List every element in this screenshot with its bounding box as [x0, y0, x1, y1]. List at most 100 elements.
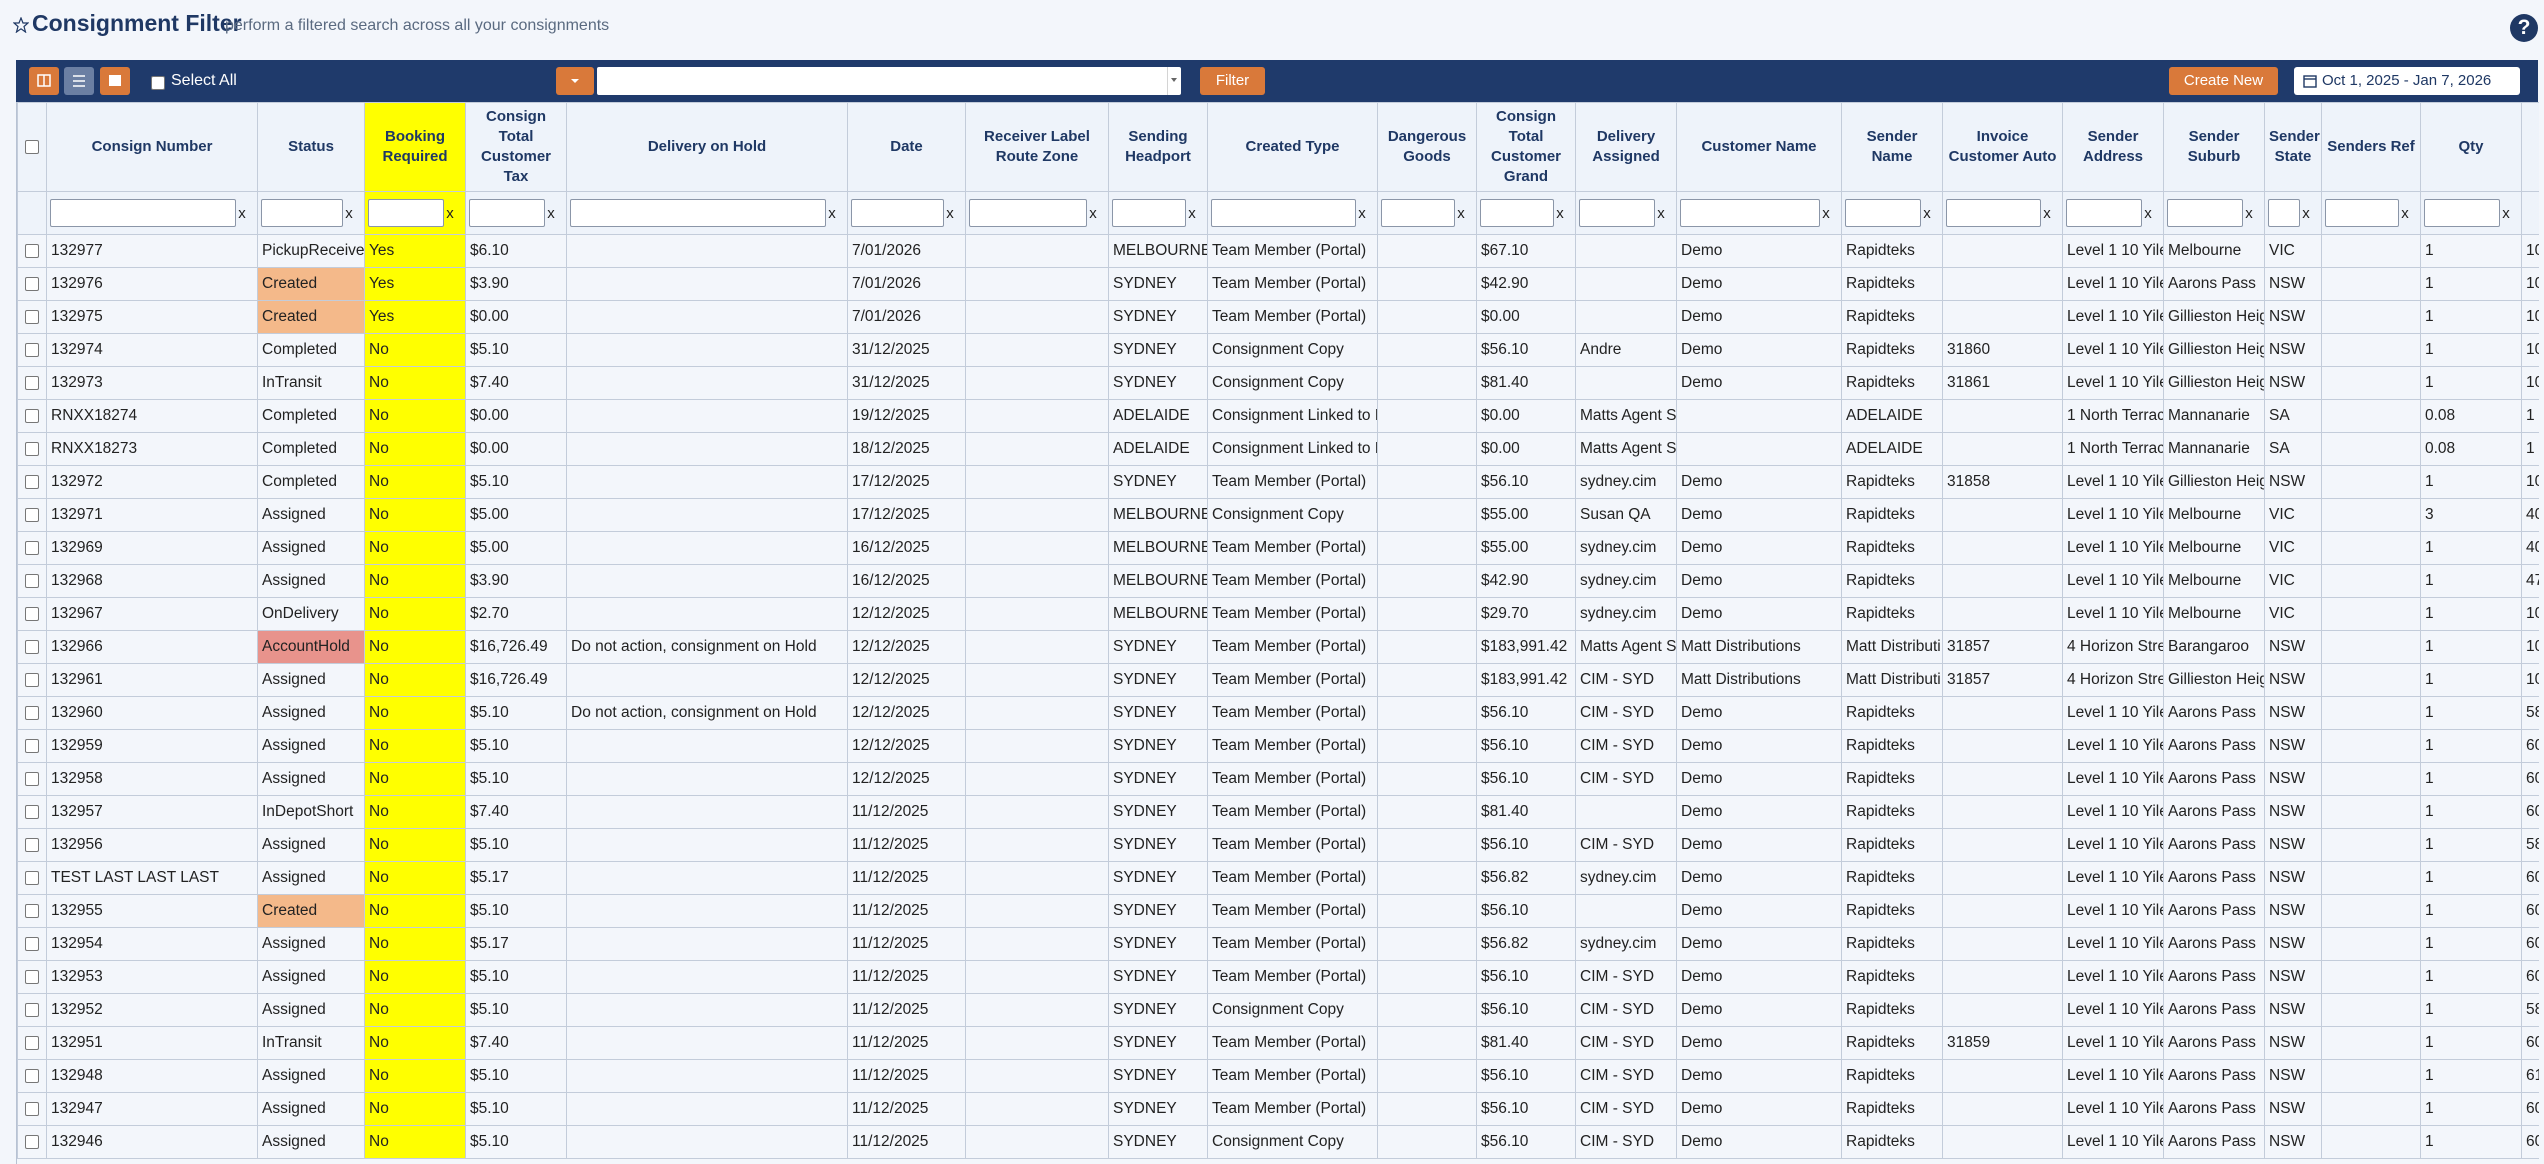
filter-clear[interactable]: x	[1356, 205, 1368, 222]
row-checkbox[interactable]	[25, 508, 39, 522]
table-cell: No	[365, 334, 466, 367]
filter-input[interactable]	[969, 199, 1087, 227]
table-cell	[1378, 433, 1477, 466]
view-card-button[interactable]	[100, 67, 130, 95]
row-checkbox[interactable]	[25, 1135, 39, 1149]
filter-input[interactable]	[2424, 199, 2500, 227]
row-checkbox[interactable]	[25, 871, 39, 885]
help-button[interactable]: ?	[2510, 14, 2538, 42]
table-cell: SYDNEY	[1109, 268, 1208, 301]
filter-input[interactable]	[1680, 199, 1820, 227]
filter-clear[interactable]: x	[1921, 205, 1933, 222]
filter-input[interactable]	[2066, 199, 2142, 227]
filter-input[interactable]	[2167, 199, 2243, 227]
filter-clear[interactable]: x	[944, 205, 956, 222]
row-checkbox[interactable]	[25, 904, 39, 918]
table-cell: Matts Agent S	[1576, 631, 1677, 664]
row-checkbox[interactable]	[25, 970, 39, 984]
filter-input[interactable]	[1112, 199, 1186, 227]
search-input[interactable]	[597, 67, 1181, 95]
filter-input[interactable]	[1211, 199, 1356, 227]
row-checkbox[interactable]	[25, 310, 39, 324]
filter-input[interactable]	[1946, 199, 2041, 227]
date-range-picker[interactable]: Oct 1, 2025 - Jan 7, 2026	[2294, 67, 2520, 95]
row-checkbox[interactable]	[25, 673, 39, 687]
row-checkbox[interactable]	[25, 541, 39, 555]
select-cell	[18, 763, 47, 796]
table-cell: sydney.cim	[1576, 565, 1677, 598]
filter-input[interactable]	[50, 199, 236, 227]
filter-input[interactable]	[368, 199, 444, 227]
filter-cell: x	[1842, 192, 1943, 235]
filter-input[interactable]	[570, 199, 826, 227]
row-checkbox[interactable]	[25, 244, 39, 258]
table-cell: Matts Agent S	[1576, 433, 1677, 466]
filter-clear[interactable]: x	[2142, 205, 2154, 222]
filter-clear[interactable]: x	[1186, 205, 1198, 222]
filter-input[interactable]	[1480, 199, 1554, 227]
row-checkbox[interactable]	[25, 343, 39, 357]
row-checkbox[interactable]	[25, 937, 39, 951]
row-checkbox[interactable]	[25, 1102, 39, 1116]
checkbox[interactable]	[25, 140, 39, 154]
table-cell: Matts Agent S	[1576, 400, 1677, 433]
row-checkbox[interactable]	[25, 772, 39, 786]
search-dropdown-button[interactable]	[556, 67, 594, 95]
table-cell: $55.00	[1477, 532, 1576, 565]
row-checkbox[interactable]	[25, 1003, 39, 1017]
filter-clear[interactable]: x	[444, 205, 456, 222]
create-new-button[interactable]: Create New	[2169, 67, 2278, 95]
filter-clear[interactable]: x	[1554, 205, 1566, 222]
row-checkbox[interactable]	[25, 640, 39, 654]
star-icon[interactable]	[13, 17, 29, 33]
view-grid-button[interactable]	[29, 67, 59, 95]
filter-button[interactable]: Filter	[1200, 67, 1265, 95]
filter-input[interactable]	[1845, 199, 1921, 227]
filter-clear[interactable]: x	[545, 205, 557, 222]
row-checkbox[interactable]	[25, 442, 39, 456]
filter-clear[interactable]: x	[826, 205, 838, 222]
table-cell: No	[365, 367, 466, 400]
filter-input[interactable]	[469, 199, 545, 227]
table-cell: $16,726.49	[466, 664, 567, 697]
filter-clear[interactable]: x	[1655, 205, 1667, 222]
table-cell: 132956	[47, 829, 258, 862]
filter-input[interactable]	[1381, 199, 1455, 227]
table-cell: 132977	[47, 235, 258, 268]
filter-clear[interactable]: x	[236, 205, 248, 222]
filter-clear[interactable]: x	[2300, 205, 2312, 222]
row-checkbox[interactable]	[25, 475, 39, 489]
filter-clear[interactable]: x	[2243, 205, 2255, 222]
table-cell: Assigned	[258, 829, 365, 862]
view-list-button[interactable]	[64, 67, 94, 95]
filter-clear[interactable]: x	[1820, 205, 1832, 222]
row-checkbox[interactable]	[25, 376, 39, 390]
filter-clear[interactable]: x	[2500, 205, 2512, 222]
table-row: 132951InTransitNo$7.4011/12/2025SYDNEYTe…	[18, 1027, 2540, 1060]
row-checkbox[interactable]	[25, 739, 39, 753]
filter-clear[interactable]: x	[1455, 205, 1467, 222]
filter-input[interactable]	[261, 199, 343, 227]
row-checkbox[interactable]	[25, 805, 39, 819]
table-cell: 132972	[47, 466, 258, 499]
row-checkbox[interactable]	[25, 409, 39, 423]
table-cell: Rapidteks	[1842, 697, 1943, 730]
row-checkbox[interactable]	[25, 574, 39, 588]
filter-input[interactable]	[851, 199, 944, 227]
row-checkbox[interactable]	[25, 277, 39, 291]
row-checkbox[interactable]	[25, 838, 39, 852]
filter-input[interactable]	[2268, 199, 2300, 227]
table-cell: ADELAIDE	[1109, 433, 1208, 466]
row-checkbox[interactable]	[25, 1036, 39, 1050]
row-checkbox[interactable]	[25, 607, 39, 621]
table-cell	[1943, 532, 2063, 565]
filter-input[interactable]	[1579, 199, 1655, 227]
select-all-checkbox[interactable]	[151, 74, 165, 92]
filter-clear[interactable]: x	[2041, 205, 2053, 222]
row-checkbox[interactable]	[25, 1069, 39, 1083]
row-checkbox[interactable]	[25, 706, 39, 720]
filter-clear[interactable]: x	[2399, 205, 2411, 222]
filter-clear[interactable]: x	[1087, 205, 1099, 222]
filter-input[interactable]	[2325, 199, 2399, 227]
filter-clear[interactable]: x	[343, 205, 355, 222]
